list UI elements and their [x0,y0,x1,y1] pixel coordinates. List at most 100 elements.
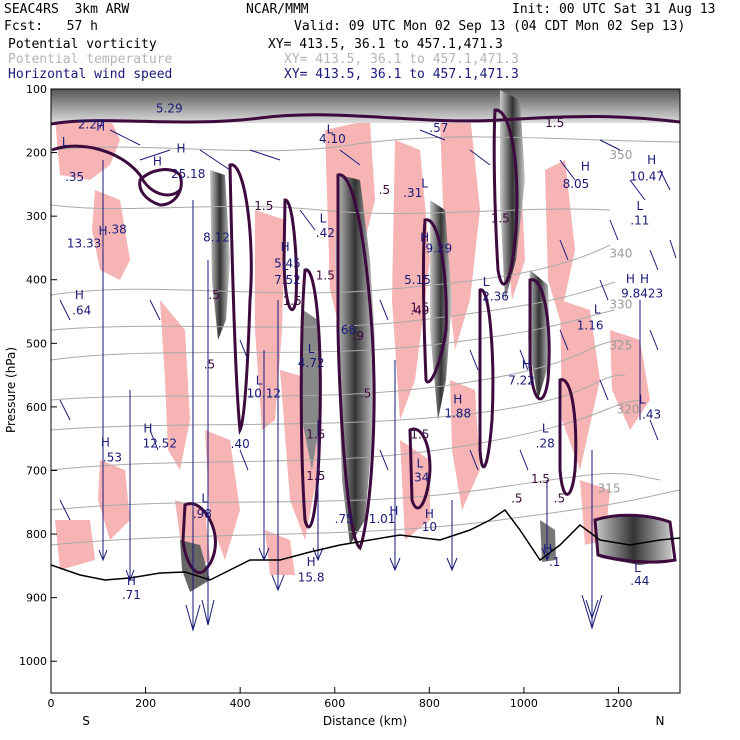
pv-label: 1.5 [545,116,564,130]
wind-label: .1 [549,555,560,569]
x-tick-label: 1000 [510,697,538,710]
wind-label: .35 [65,170,84,184]
extrema-marker: L [256,374,263,388]
extrema-marker: H [281,240,290,254]
extrema-marker: L [639,393,646,407]
wind-label: 5.45 [274,257,301,271]
extrema-marker: H [177,142,186,156]
wind-label: .57 [429,121,448,135]
extrema-marker: H [522,358,531,372]
wind-label: .42 [316,226,335,240]
wind-label: 1.01 [369,512,396,526]
extrema-marker: L [201,491,208,505]
y-tick-label: 800 [26,528,47,541]
pv-label: .9 [353,329,364,343]
forecast-hour: Fcst: 57 h [4,19,98,34]
wind-label: 1.16 [577,318,604,332]
extrema-marker: H [640,272,649,286]
extrema-marker: H [101,435,110,449]
extrema-marker: H [420,231,429,245]
extrema-marker: H [453,393,462,407]
extrema-marker: H [425,507,434,521]
direction-right: N [656,714,665,728]
field-name-theta: Potential temperature [8,52,173,67]
wind-label: 10 [422,520,437,534]
plot-content [51,89,680,632]
wind-label: .64 [72,304,91,318]
extrema-marker: L [417,456,424,470]
wind-label: .34 [410,470,429,484]
extrema-marker: H [96,119,105,133]
y-tick-label: 700 [26,464,47,477]
pv-contours [51,108,680,574]
wind-label: 2.36 [482,290,509,304]
wind-label: 8.12 [203,231,230,245]
valid-time: Valid: 09 UTC Mon 02 Sep 13 (04 CDT Mon … [294,19,686,34]
wind-label: 15.8 [298,571,325,585]
extrema-marker: H [389,504,398,518]
extrema-marker: L [320,212,327,226]
field-xy-wind: XY= 413.5, 36.1 to 457.1,471.3 [284,67,519,82]
wind-label: 13.33 [67,236,101,250]
theta-label: 325 [609,339,632,353]
x-tick-label: 1200 [605,697,633,710]
y-axis: 100 200 300 400 500 600 700 800 900 1000 [19,83,57,668]
pv-label: 1.5 [254,199,273,213]
wind-label: 2.27 [78,117,105,131]
pv-label: .49 [410,304,429,318]
pv-label: .5 [360,386,371,400]
extrema-marker: H [153,154,162,168]
theta-label: 340 [609,246,632,260]
wind-label: 4.10 [319,132,346,146]
x-tick-label: 400 [230,697,251,710]
extrema-marker: H [626,272,635,286]
pv-label: 1.5 [283,294,302,308]
extrema-marker: H [543,542,552,556]
wind-label: 5.15 [404,273,431,287]
pv-label: .5 [204,358,215,372]
pv-label: .5 [554,491,565,505]
extrema-marker: L [62,135,69,149]
x-axis: 0 200 400 600 800 1000 1200 [48,687,633,710]
wind-label: .38 [108,222,127,236]
pv-label: 1.5 [531,472,550,486]
extrema-marker: L [634,561,641,575]
y-axis-label: Pressure (hPa) [4,347,18,433]
pv-labels: .5 1.5 1.5 1.5 1.5 1.5 1.5 .5 .5 1.5 1.5 1.5 .5 .9 .49… [204,116,565,505]
wind-label: 5.29 [156,102,183,116]
x-tick-label: 200 [135,697,156,710]
wind-label: .31 [403,186,422,200]
wind-label: 9.29 [425,241,452,255]
wind-label: 7.22 [508,374,535,388]
y-tick-label: 300 [26,210,47,223]
pv-label: 1.5 [306,428,325,442]
theta-label: 350 [609,148,632,162]
extrema-marker: L [483,275,490,289]
y-tick-label: 500 [26,337,47,350]
x-axis-label: Distance (km) [323,714,407,728]
extrema-marker: H [647,153,656,167]
theta-label: 315 [598,482,621,496]
y-tick-label: 200 [26,147,47,160]
y-tick-label: 600 [26,401,47,414]
extrema-marker: H [143,421,152,435]
extrema-marker: L [421,177,428,191]
extrema-marker: L [542,421,549,435]
init-time: Init: 00 UTC Sat 31 Aug 13 [512,2,716,17]
x-tick-label: 0 [48,697,55,710]
wind-label: .68 [337,323,356,337]
wind-label: 7.52 [274,273,301,287]
extrema-marker: L [308,342,315,356]
wind-label: 12.52 [143,437,177,451]
extrema-marker: H [581,159,590,173]
wind-label: .53 [103,451,122,465]
extrema-marker: L [594,302,601,316]
plot-frame [50,88,681,694]
x-tick-label: 800 [419,697,440,710]
pv-label: 1.5 [410,428,429,442]
y-tick-label: 900 [26,592,47,605]
wind-label: .40 [231,437,250,451]
field-name-wind: Horizontal wind speed [8,67,173,82]
